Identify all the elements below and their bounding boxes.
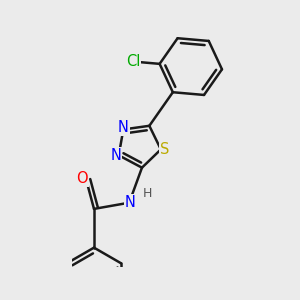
Text: O: O — [76, 171, 88, 186]
Text: N: N — [110, 148, 121, 163]
Text: Cl: Cl — [126, 54, 140, 69]
Text: N: N — [124, 195, 135, 210]
Text: H: H — [143, 187, 152, 200]
Text: N: N — [118, 121, 129, 136]
Text: S: S — [160, 142, 169, 157]
